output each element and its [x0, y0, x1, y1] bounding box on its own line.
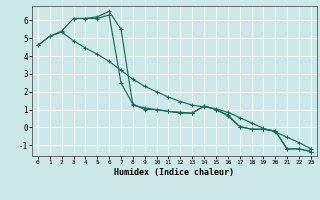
X-axis label: Humidex (Indice chaleur): Humidex (Indice chaleur)	[115, 168, 234, 177]
